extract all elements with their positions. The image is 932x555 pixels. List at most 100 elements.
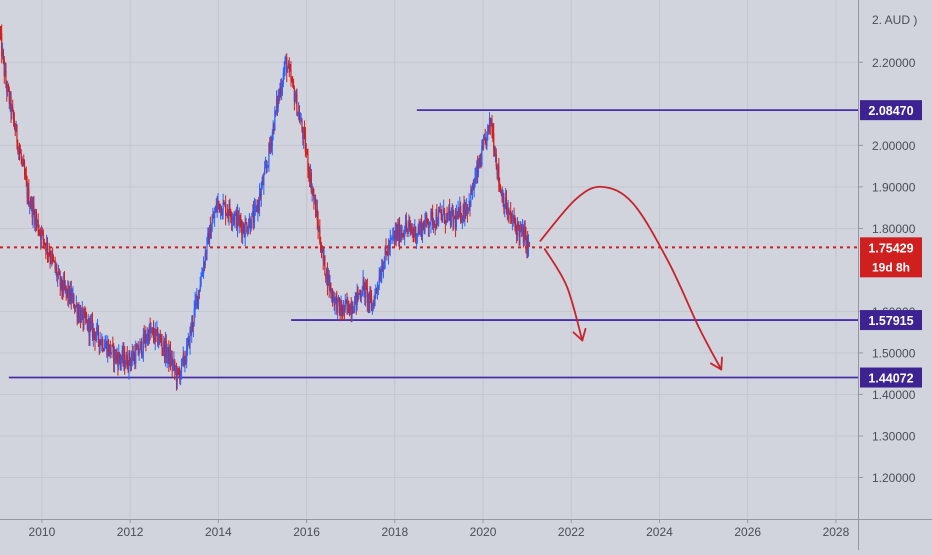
candle-down	[88, 317, 90, 347]
projection-arc-arrow[interactable]	[539, 185, 723, 371]
candle-up	[298, 102, 300, 120]
candle-body	[340, 305, 342, 315]
candle-body	[319, 229, 321, 243]
candle-body	[407, 226, 409, 230]
candle-body	[417, 228, 419, 235]
candle-up	[376, 281, 379, 300]
candle-body	[409, 224, 412, 230]
candle-up	[30, 195, 32, 212]
candle-body	[499, 186, 502, 193]
candle-body	[243, 231, 245, 237]
candle-up	[457, 200, 459, 220]
candle-body	[169, 351, 171, 364]
candle-down	[510, 201, 512, 225]
candle-up	[247, 225, 249, 237]
candle-down	[16, 124, 18, 150]
candle-up	[459, 196, 461, 218]
candle-body	[37, 220, 39, 232]
candle-up	[36, 219, 38, 228]
candle-down	[410, 223, 413, 235]
candle-down	[17, 139, 19, 155]
candle-down	[134, 344, 136, 370]
candle-up	[169, 344, 171, 368]
candle-up	[197, 290, 200, 310]
candle-down	[56, 263, 58, 282]
candle-up	[358, 293, 360, 300]
candle-body	[266, 165, 268, 168]
candle-up	[367, 293, 369, 314]
candle-body	[398, 223, 401, 242]
candle-body	[341, 305, 343, 313]
candle-body	[133, 354, 135, 361]
candle-down	[309, 166, 311, 188]
candle-body	[18, 148, 20, 152]
candle-up	[437, 217, 439, 226]
candle-up	[479, 153, 481, 168]
candle-body	[286, 57, 288, 73]
candle-body	[393, 234, 396, 238]
candle-down	[97, 324, 100, 347]
candle-body	[90, 321, 92, 324]
candle-body	[314, 199, 317, 217]
candle-up	[342, 299, 345, 317]
candle-down	[12, 99, 14, 112]
candle-body	[493, 149, 496, 157]
candle-up	[4, 61, 6, 77]
candle-body	[292, 80, 294, 82]
candle-body	[174, 360, 176, 370]
candle-body	[124, 352, 126, 368]
candle-body	[519, 227, 521, 238]
candle-up	[455, 204, 458, 231]
candle-up	[92, 323, 94, 347]
candle-body	[179, 372, 181, 380]
candle-up	[504, 203, 506, 218]
candle-body	[357, 290, 359, 298]
candle-body	[272, 124, 274, 134]
candle-down	[38, 224, 40, 236]
candle-down	[227, 209, 229, 223]
candle-up	[247, 218, 250, 235]
candle-body	[23, 160, 25, 167]
candle-up	[83, 308, 85, 330]
candle-down	[514, 215, 516, 232]
candle-body	[490, 121, 492, 126]
candle-down	[85, 307, 87, 325]
candle-up	[123, 342, 125, 371]
candle-body	[362, 280, 364, 295]
candle-body	[290, 70, 292, 81]
candle-body	[528, 242, 530, 247]
candle-body	[303, 129, 305, 139]
candle-down	[246, 222, 248, 235]
candle-body	[186, 345, 188, 363]
candle-body	[190, 329, 192, 334]
candle-body	[261, 180, 263, 188]
candle-up	[260, 181, 262, 207]
candle-up	[439, 202, 441, 213]
candle-up	[251, 212, 253, 229]
candle-body	[117, 357, 119, 367]
candle-body	[291, 80, 293, 82]
candle-body	[299, 121, 301, 123]
candle-body	[2, 50, 4, 59]
candle-up	[473, 178, 475, 198]
candle-body	[219, 205, 222, 212]
candle-up	[268, 142, 270, 172]
candle-down	[256, 199, 258, 213]
candle-down	[119, 353, 122, 371]
candle-up	[381, 258, 383, 284]
candle-body	[311, 190, 313, 192]
candle-body	[224, 203, 226, 205]
candle-body	[421, 222, 423, 237]
candle-body	[129, 352, 131, 362]
candle-up	[437, 206, 440, 227]
candle-down	[233, 210, 235, 226]
candle-body	[258, 192, 261, 208]
candle-up	[425, 211, 427, 227]
candle-body	[120, 359, 122, 363]
projection-drop-arrow[interactable]	[543, 248, 584, 342]
candle-body	[40, 232, 42, 240]
candle-down	[49, 248, 51, 269]
candle-up	[111, 344, 113, 359]
